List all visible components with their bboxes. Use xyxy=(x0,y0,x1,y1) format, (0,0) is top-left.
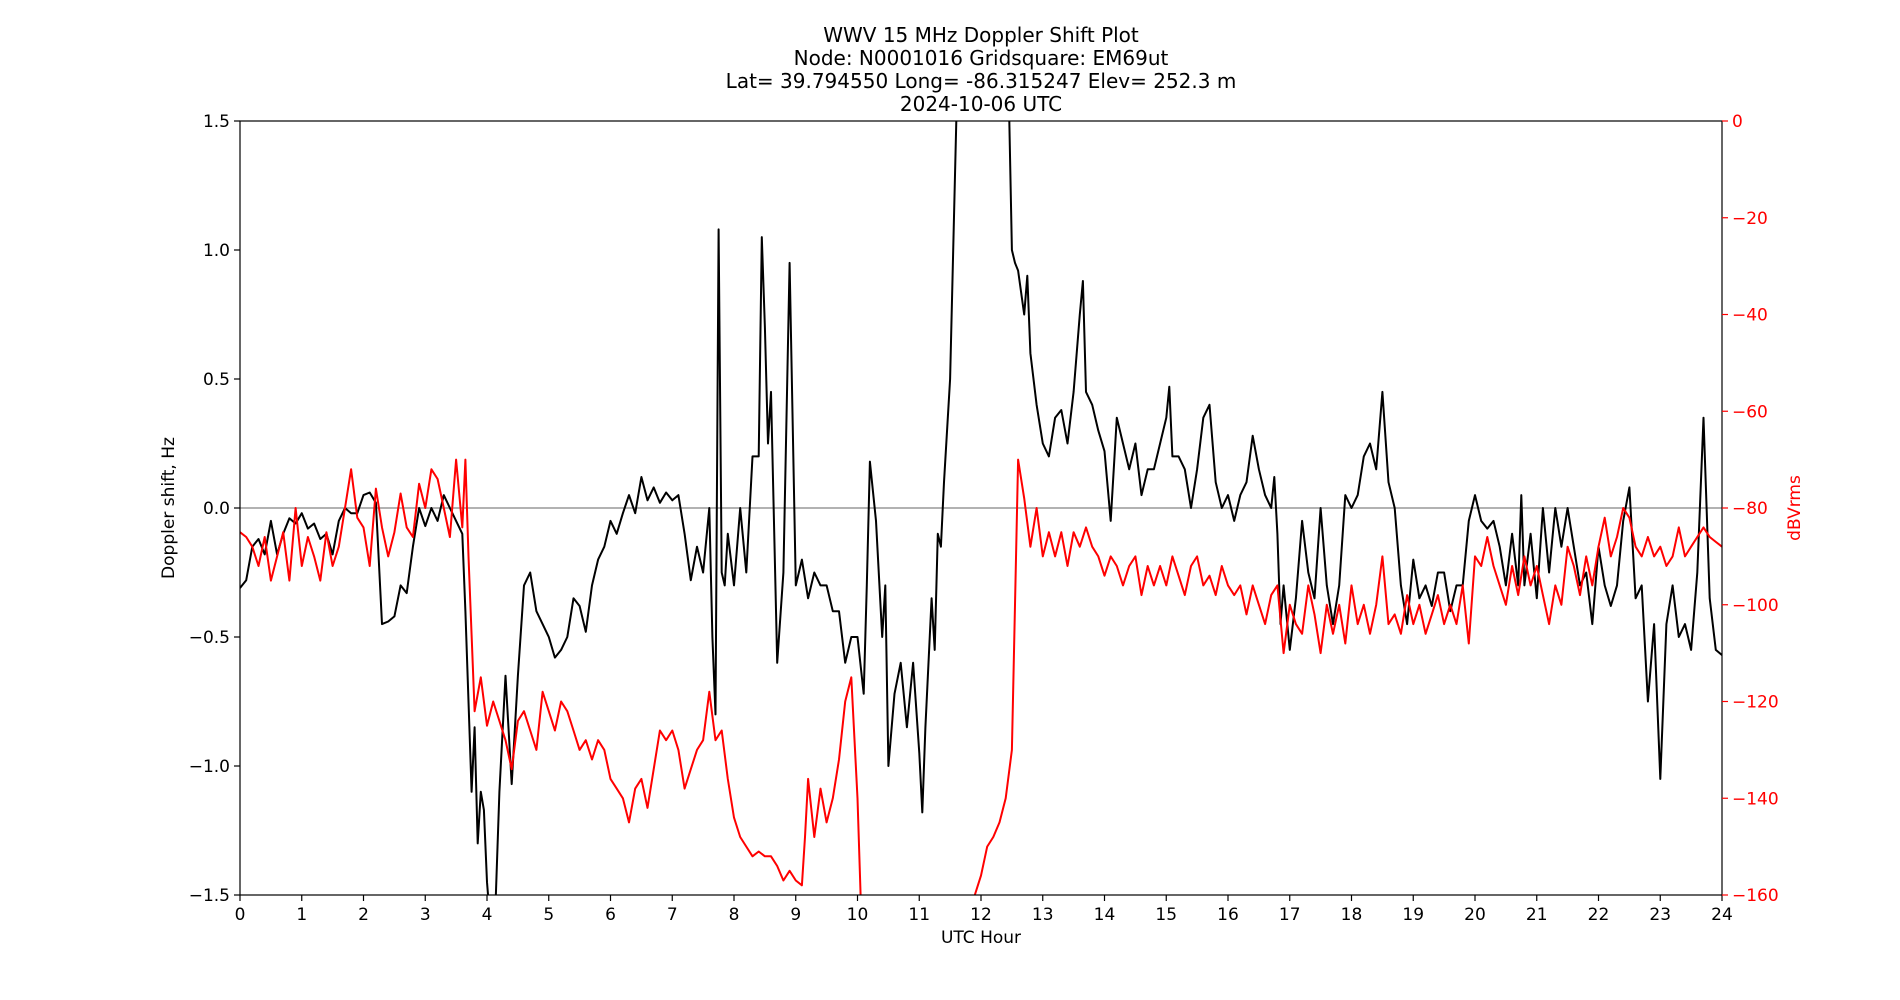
y-tick-label: −0.5 xyxy=(189,628,230,648)
x-tick-label: 10 xyxy=(847,905,869,925)
x-tick-label: 14 xyxy=(1094,905,1116,925)
x-tick-label: 8 xyxy=(729,905,740,925)
power-series-line xyxy=(240,458,1722,895)
y2-tick-label: −40 xyxy=(1732,306,1768,326)
x-tick-label: 11 xyxy=(908,905,930,925)
y2-tick-label: −60 xyxy=(1732,402,1768,422)
x-tick-label: 3 xyxy=(420,905,431,925)
y-tick-label: 1.5 xyxy=(203,112,230,132)
y2-tick-label: 0 xyxy=(1732,112,1743,132)
title-line: WWV 15 MHz Doppler Shift Plot xyxy=(823,23,1139,47)
x-axis-ticks: 0 1 2 3 4 5 6 7 8 9 10 11 12 13 14 15 16 17 18 19 20 21 22 23 24 xyxy=(235,895,1733,925)
y2-tick-label: −80 xyxy=(1732,499,1768,519)
x-tick-label: 19 xyxy=(1402,905,1424,925)
title-line: Node: N0001016 Gridsquare: EM69ut xyxy=(794,46,1169,70)
y-axis-label: Doppler shift, Hz xyxy=(159,437,179,579)
x-tick-label: 5 xyxy=(543,905,554,925)
y2-tick-label: −100 xyxy=(1732,596,1779,616)
x-tick-label: 24 xyxy=(1711,905,1733,925)
x-tick-label: 0 xyxy=(235,905,246,925)
y2-tick-label: −20 xyxy=(1732,209,1768,229)
x-tick-label: 7 xyxy=(667,905,678,925)
x-tick-label: 17 xyxy=(1279,905,1301,925)
y-tick-label: −1.0 xyxy=(189,757,230,777)
y-axis-ticks: 1.5 1.0 0.5 0.0 −0.5 −1.0 −1.5 xyxy=(189,112,240,906)
x-tick-label: 1 xyxy=(296,905,307,925)
x-tick-label: 9 xyxy=(790,905,801,925)
x-tick-label: 2 xyxy=(358,905,369,925)
x-tick-label: 6 xyxy=(605,905,616,925)
y2-axis-label: dBVrms xyxy=(1785,475,1805,541)
x-tick-label: 23 xyxy=(1649,905,1671,925)
doppler-series-line xyxy=(240,121,1722,895)
y-tick-label: −1.5 xyxy=(189,886,230,906)
title-line: Lat= 39.794550 Long= -86.315247 Elev= 25… xyxy=(726,69,1237,93)
x-tick-label: 16 xyxy=(1217,905,1239,925)
series-group xyxy=(240,121,1722,895)
x-tick-label: 21 xyxy=(1526,905,1548,925)
y2-axis-ticks: 0 −20 −40 −60 −80 −100 −120 −140 −160 xyxy=(1722,112,1779,906)
x-tick-label: 22 xyxy=(1588,905,1610,925)
x-axis-label: UTC Hour xyxy=(941,928,1021,948)
x-tick-label: 20 xyxy=(1464,905,1486,925)
x-tick-label: 15 xyxy=(1155,905,1177,925)
x-tick-label: 18 xyxy=(1341,905,1363,925)
y-tick-label: 0.0 xyxy=(203,499,230,519)
x-tick-label: 12 xyxy=(970,905,992,925)
x-tick-label: 4 xyxy=(482,905,493,925)
x-tick-label: 13 xyxy=(1032,905,1054,925)
y2-tick-label: −140 xyxy=(1732,789,1779,809)
y-tick-label: 1.0 xyxy=(203,241,230,261)
y2-tick-label: −160 xyxy=(1732,886,1779,906)
y2-tick-label: −120 xyxy=(1732,693,1779,713)
y-tick-label: 0.5 xyxy=(203,370,230,390)
title-line: 2024-10-06 UTC xyxy=(900,92,1062,116)
